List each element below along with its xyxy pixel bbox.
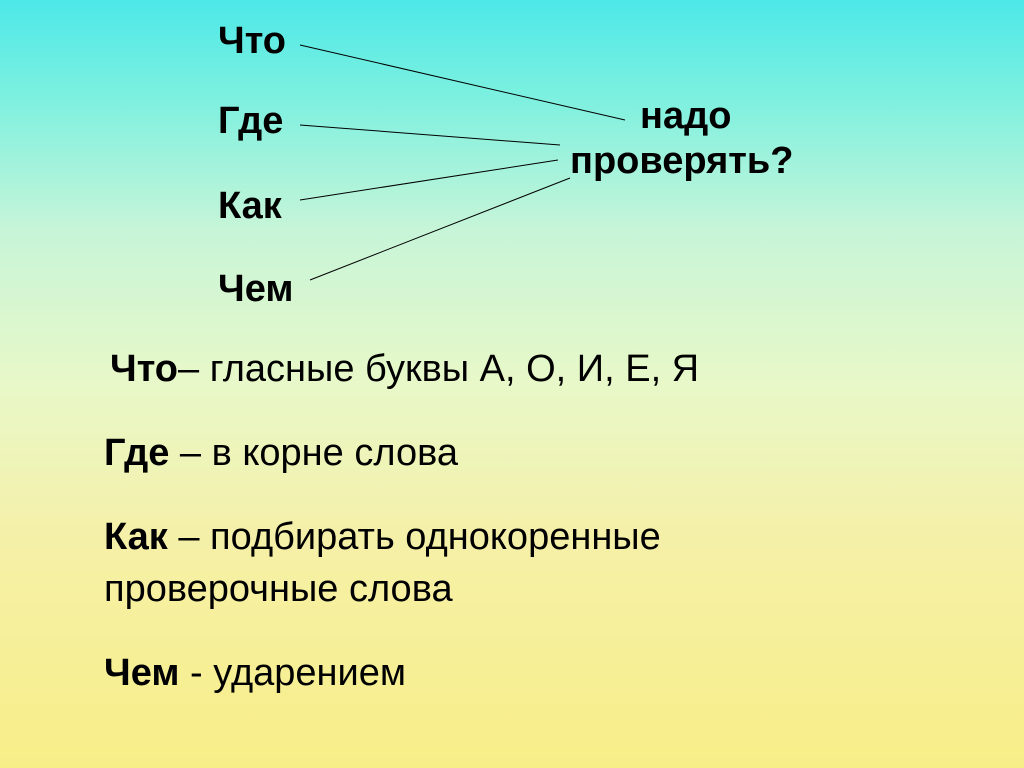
answer-phrase-line2: проверять? <box>570 140 793 183</box>
answer-kak-cont-rest: проверочные слова <box>104 568 453 610</box>
line-chem <box>310 178 570 280</box>
answer-chto: Что– гласные буквы А, О, И, Е, Я <box>110 348 699 391</box>
answer-chem: Чем - ударением <box>104 652 406 695</box>
answer-gde-rest: – в корне слова <box>169 432 458 474</box>
question-chem: Чем <box>218 268 293 311</box>
line-gde <box>300 125 560 145</box>
question-kak: Как <box>218 185 282 228</box>
answer-chem-rest: - ударением <box>179 652 406 694</box>
answer-kak-rest: – подбирать однокоренные <box>168 516 661 558</box>
answer-kak-cont: проверочные слова <box>104 568 453 611</box>
question-gde: Где <box>218 100 283 143</box>
answer-chto-bold: Что <box>110 348 178 390</box>
answer-gde-bold: Где <box>104 432 169 474</box>
answer-phrase-line1: надо <box>640 95 731 138</box>
line-chto <box>300 45 625 120</box>
answer-chto-rest: – гласные буквы А, О, И, Е, Я <box>178 348 699 390</box>
answer-kak-bold: Как <box>104 516 168 558</box>
question-chto: Что <box>218 20 286 63</box>
answer-kak: Как – подбирать однокоренные <box>104 516 661 559</box>
answer-chem-bold: Чем <box>104 652 179 694</box>
line-kak <box>300 160 558 200</box>
answer-gde: Где – в корне слова <box>104 432 458 475</box>
